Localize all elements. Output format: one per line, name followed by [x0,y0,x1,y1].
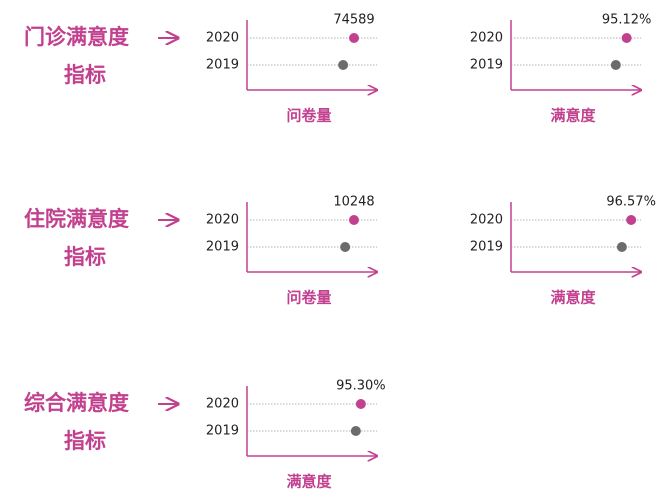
section-title: 指标 [64,245,106,269]
year-label: 2020 [206,397,239,412]
year-label: 2020 [470,213,503,228]
value-label: 10248 [333,195,374,210]
year-label: 2019 [206,424,239,439]
section-title: 指标 [64,63,106,87]
x-axis-label: 问卷量 [286,289,331,307]
value-label: 95.30% [336,379,386,394]
value-label: 96.57% [606,195,656,210]
year-label: 2020 [206,213,239,228]
dot [340,242,351,252]
x-axis-label: 满意度 [550,289,596,307]
dot [355,399,366,409]
dot [610,60,621,70]
year-label: 2019 [206,240,239,255]
value-label: 95.12% [602,13,652,28]
dot [350,426,361,436]
section-title: 指标 [64,429,106,453]
dot [349,33,360,43]
dot [349,215,360,225]
value-label: 74589 [333,13,374,28]
year-label: 2019 [206,58,239,73]
dot [621,33,632,43]
section-title: 综合满意度 [24,391,129,415]
x-axis-label: 问卷量 [286,107,331,125]
year-label: 2019 [470,58,503,73]
year-label: 2020 [206,31,239,46]
year-label: 2020 [470,31,503,46]
dot [616,242,627,252]
year-label: 2019 [470,240,503,255]
section-title: 住院满意度 [24,207,129,231]
dot [626,215,637,225]
dot [338,60,349,70]
x-axis-label: 满意度 [286,473,332,491]
section-title: 门诊满意度 [24,25,129,49]
x-axis-label: 满意度 [550,107,596,125]
